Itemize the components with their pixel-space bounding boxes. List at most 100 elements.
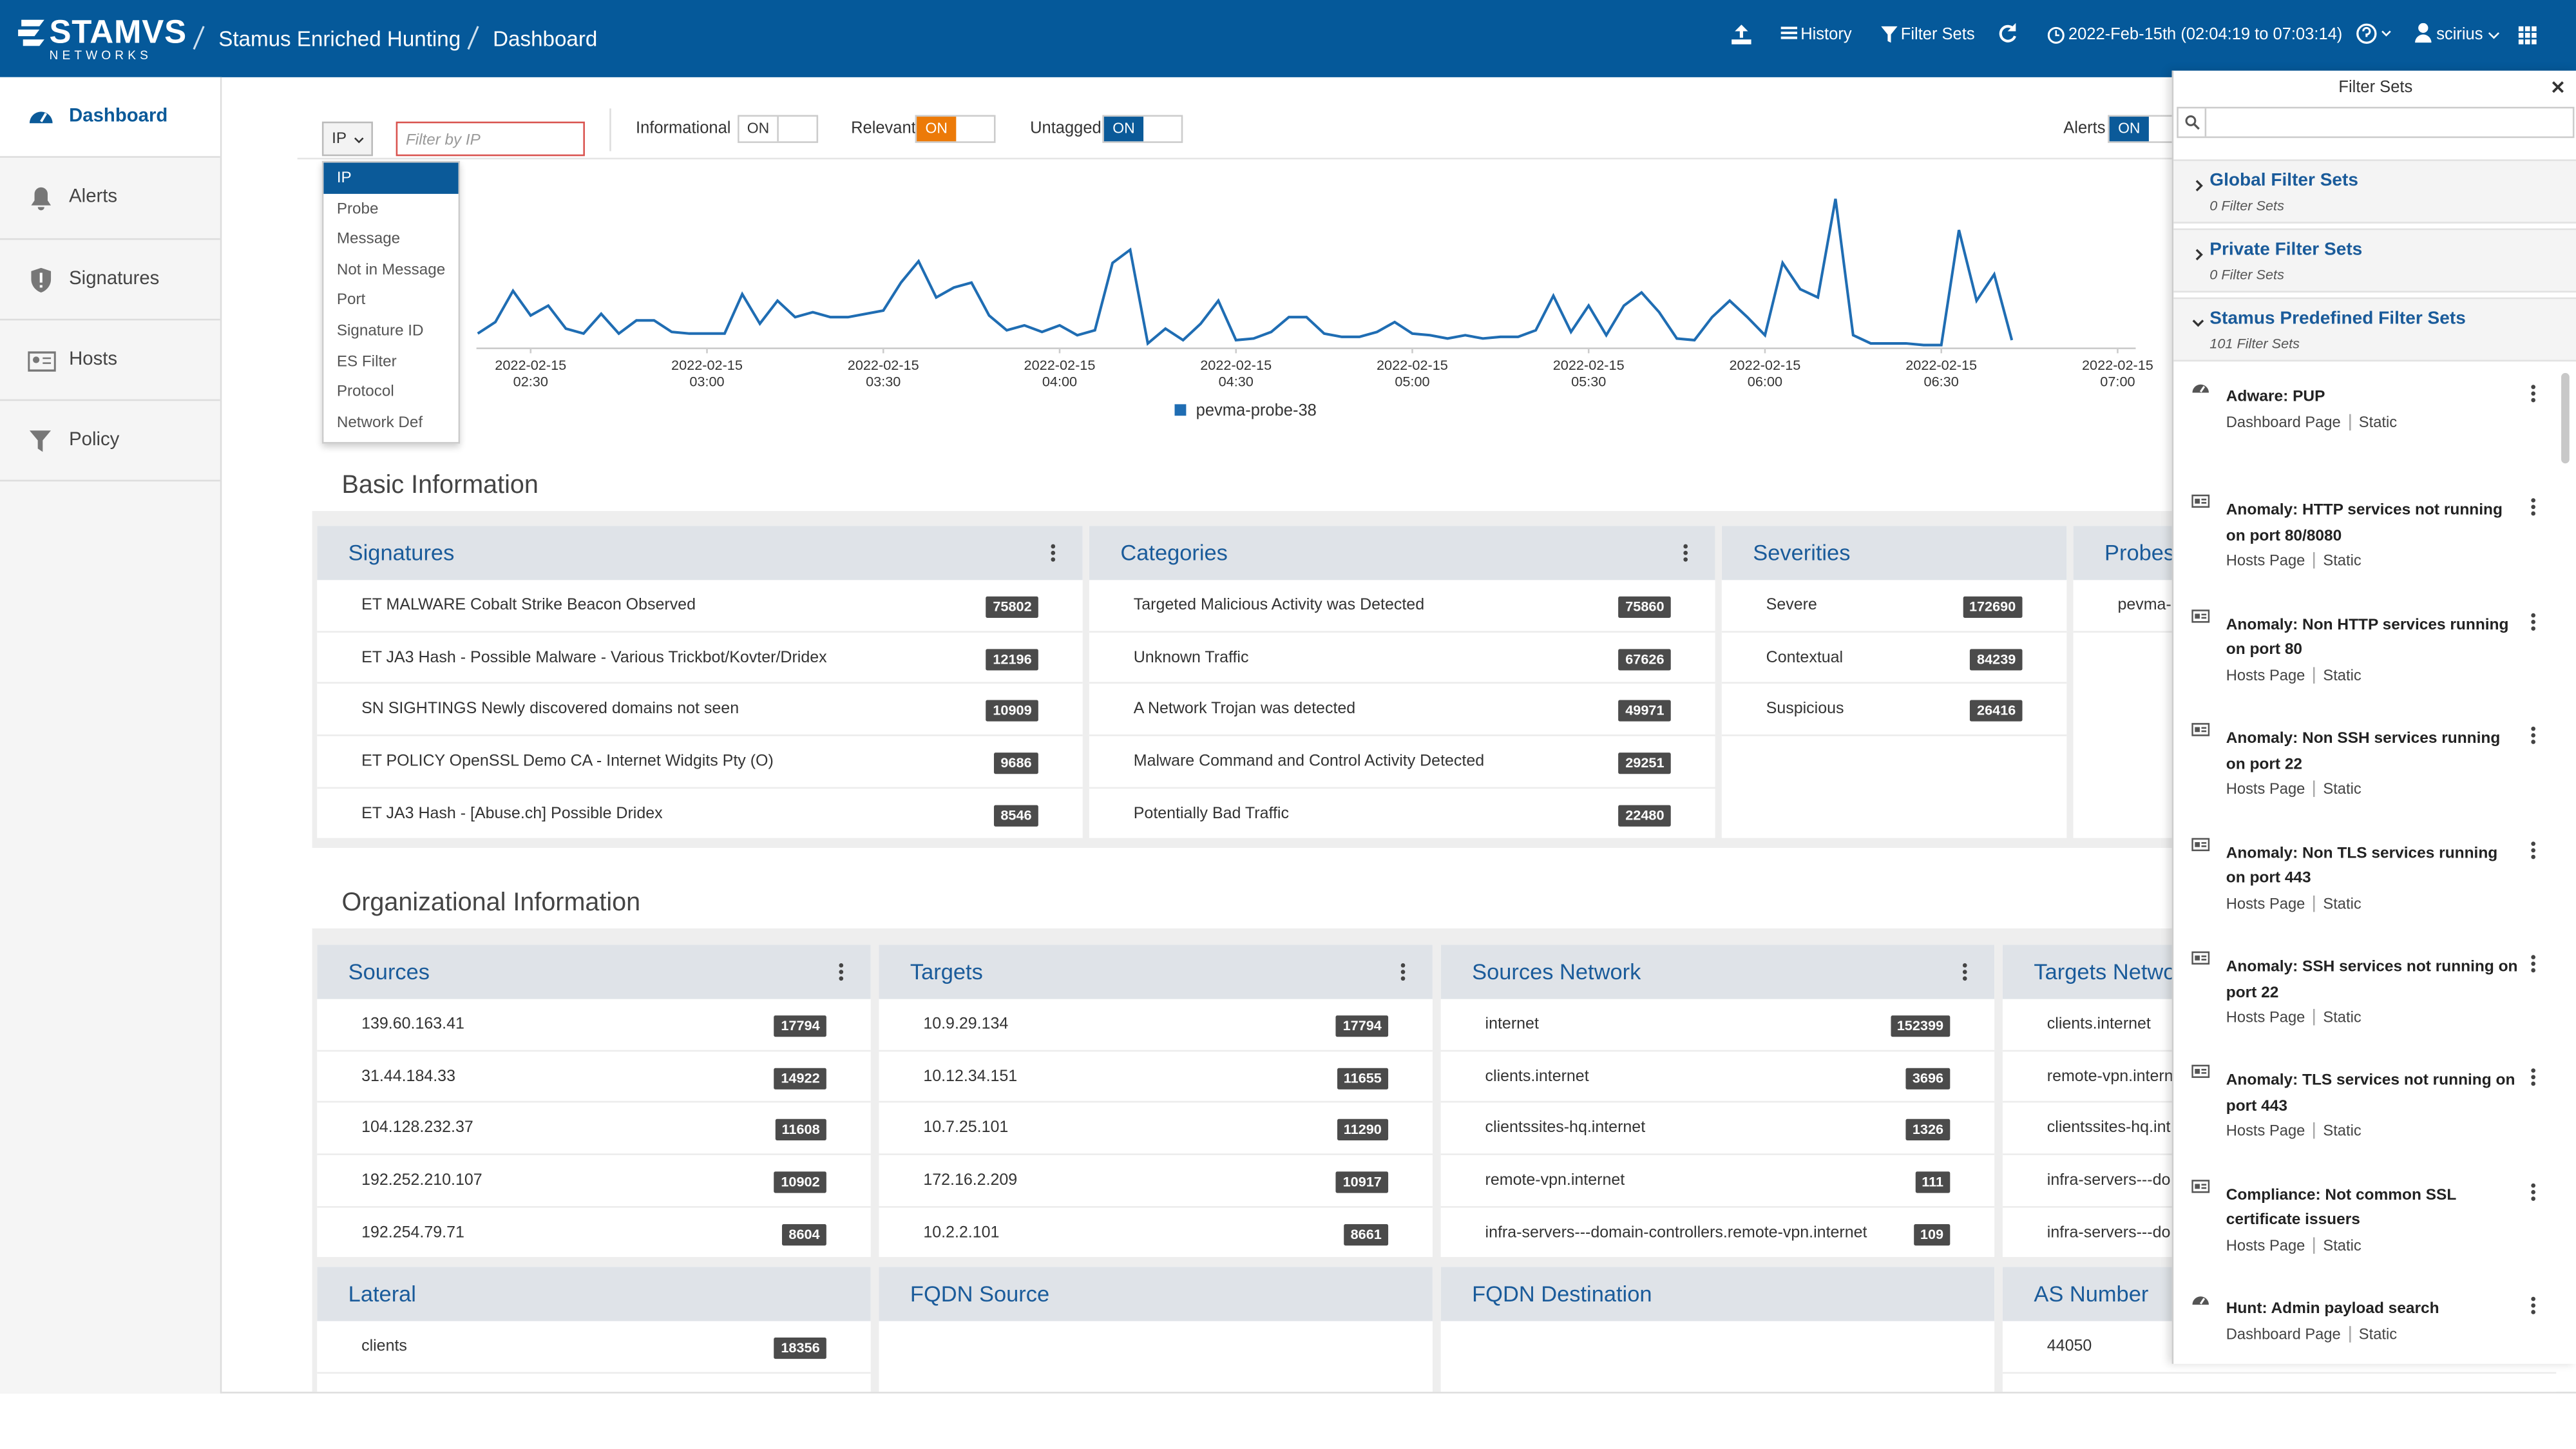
group-count: 0 Filter Sets [2209,197,2284,214]
toggle-on: ON [917,117,956,141]
menu-button[interactable] [2530,955,2537,973]
filter-set-group[interactable]: Global Filter Sets0 Filter Sets [2173,159,2576,223]
nav-item[interactable]: Dashboard [0,77,220,158]
count-badge: 75802 [986,597,1038,618]
menu-button[interactable] [1050,544,1056,562]
menu-button[interactable] [2530,613,2537,631]
section-header [312,463,2172,511]
row-label: 10.9.29.134 [923,1015,1008,1033]
help-button[interactable] [2356,23,2395,44]
table-row: ET JA3 Hash - Possible Malware - Various… [317,632,1082,684]
menu-button[interactable] [2530,499,2537,517]
table-row: clients18356 [317,1321,870,1374]
user-menu[interactable]: scirius [2436,26,2483,44]
row-label: Potentially Bad Traffic [1134,805,1289,823]
panel-header: Sources [317,945,870,999]
filter-set-page: Dashboard Page [2226,413,2351,430]
history-button[interactable]: History [1800,26,1851,44]
filter-set-item[interactable]: Anomaly: SSH services not running on por… [2173,943,2558,1057]
nav-item[interactable]: Policy [0,401,220,483]
search-divider [2205,108,2207,136]
filter-set-item[interactable]: Anomaly: HTTP services not running on po… [2173,487,2558,601]
dropdown-option[interactable]: Port [323,285,458,315]
logo-icon [18,20,46,46]
menu-button[interactable] [838,963,844,981]
panel-header: Sources Network [1441,945,1994,999]
menu-button[interactable] [2530,1297,2537,1315]
menu-button[interactable] [2530,385,2537,403]
menu-button[interactable] [2530,1069,2537,1087]
nav-item[interactable]: Signatures [0,239,220,320]
panel-header: Signatures [317,526,1082,580]
count-badge: 1326 [1906,1120,1951,1141]
upload-button[interactable] [1732,24,1751,44]
apps-button[interactable] [2519,26,2537,44]
filter-set-item[interactable]: Anomaly: Non TLS services running on por… [2173,829,2558,943]
menu-button[interactable] [1683,544,1689,562]
dropdown-option[interactable]: Message [323,224,458,254]
dropdown-option[interactable]: Signature ID [323,316,458,346]
filter-set-body: Adware: PUPDashboard PageStatic [2226,385,2519,436]
filter-set-item[interactable]: Anomaly: Non SSH services running on por… [2173,715,2558,829]
table-row: Contextual84239 [1722,632,2067,684]
row-label: 139.60.163.41 [361,1015,464,1033]
menu-button[interactable] [1400,963,1406,981]
row-label: clients.internet [2047,1015,2151,1033]
count-badge: 10917 [1336,1172,1388,1193]
toggle-on: ON [2110,117,2149,141]
toggle[interactable]: ON [1102,115,1183,143]
filter-set-page: Hosts Page [2226,1009,2315,1026]
menu-button[interactable] [1961,963,1968,981]
dropdown-option[interactable]: Network Def [323,407,458,437]
clock-icon [2047,26,2065,44]
dropdown-option[interactable]: Not in Message [323,254,458,285]
breadcrumb-current: Dashboard [493,26,597,51]
filter-sets-button[interactable]: Filter Sets [1901,26,1975,44]
close-button[interactable] [2552,81,2564,93]
filter-set-item[interactable]: Adware: PUPDashboard PageStatic [2173,373,2558,487]
breadcrumb-link[interactable]: Stamus Enriched Hunting [218,26,461,51]
search-box[interactable] [2177,107,2574,138]
table-row: Malware Command and Control Activity Det… [1089,736,1715,789]
row-label: 10.7.25.101 [923,1120,1008,1138]
table-row: 172.16.2.209 10917 [879,1155,1432,1207]
panel: Targets10.9.29.1341779410.12.34.15111655… [879,945,1432,1257]
dropdown-option[interactable]: IP [323,162,458,193]
table-row: Suspicious26416 [1722,684,2067,736]
menu-button[interactable] [2530,1183,2537,1201]
panel-title: Sources [348,959,430,984]
filter-set-body: Compliance: Not common SSL certificate i… [2226,1183,2519,1260]
filter-set-item[interactable]: Anomaly: TLS services not running on por… [2173,1057,2558,1171]
menu-button[interactable] [2530,727,2537,745]
header: STAMVS NETWORKS Stamus Enriched Hunting … [0,0,2576,77]
row-label: 172.16.2.209 [923,1172,1017,1190]
toggle[interactable]: ON [915,115,996,143]
filter-set-icon [2191,1292,2209,1309]
nav-icon [28,429,55,454]
count-badge: 10909 [986,700,1038,722]
table-row: Targeted Malicious Activity was Detected… [1089,580,1715,632]
nav-item[interactable]: Alerts [0,158,220,240]
filter-set-icon [2191,494,2209,510]
x-tick-label: 2022-02-15 04:30 [1197,356,1275,389]
toggle[interactable]: ON [738,115,818,143]
filter-set-group[interactable]: Private Filter Sets0 Filter Sets [2173,229,2576,293]
row-label: internet [1485,1015,1539,1033]
nav-item[interactable]: Hosts [0,320,220,401]
filter-input[interactable]: Filter by IP [396,122,585,157]
dropdown-option[interactable]: Protocol [323,377,458,407]
time-range[interactable]: 2022-Feb-15th (02:04:19 to 07:03:14) [2068,26,2342,44]
table-row: 10.9.29.13417794 [879,999,1432,1051]
dropdown-option[interactable]: Probe [323,193,458,224]
filter-set-item[interactable]: Anomaly: Non HTTP services running on po… [2173,601,2558,715]
filter-set-item[interactable]: Hunt: Admin payload searchDashboard Page… [2173,1285,2558,1364]
filter-set-item[interactable]: Compliance: Not common SSL certificate i… [2173,1171,2558,1285]
field-select[interactable]: IP [322,122,373,157]
menu-button[interactable] [2530,841,2537,859]
refresh-button[interactable] [1998,23,2018,43]
dropdown-option[interactable]: ES Filter [323,346,458,376]
count-badge: 18356 [774,1338,826,1359]
group-title: Stamus Predefined Filter Sets [2209,309,2466,329]
filter-set-group[interactable]: Stamus Predefined Filter Sets101 Filter … [2173,298,2576,361]
